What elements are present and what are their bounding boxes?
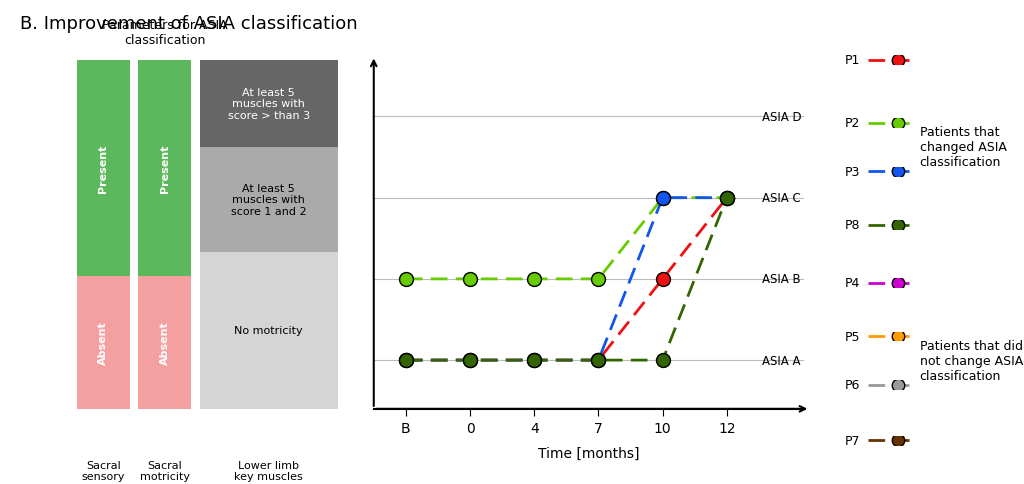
Text: Lower limb
key muscles: Lower limb key muscles [234,460,303,482]
Text: P7: P7 [845,434,860,447]
Text: At least 5
muscles with
score 1 and 2: At least 5 muscles with score 1 and 2 [231,183,306,216]
Bar [200,60,338,148]
Text: P5: P5 [845,330,860,343]
Text: Present: Present [98,144,109,193]
Text: No motricity: No motricity [234,326,303,335]
Text: Parameters for ASIA
classification: Parameters for ASIA classification [102,19,227,47]
Text: P1: P1 [845,54,860,67]
Bar [138,276,191,409]
Text: P3: P3 [845,166,860,178]
Text: Absent: Absent [160,321,170,364]
Text: P2: P2 [845,117,860,130]
Bar [200,148,338,252]
Bar [77,276,130,409]
Text: P6: P6 [845,378,860,391]
Text: Absent: Absent [98,321,109,364]
Bar [138,60,191,276]
Text: ASIA D: ASIA D [762,111,802,124]
Text: Sacral
motricity: Sacral motricity [140,460,189,482]
Text: ASIA A: ASIA A [762,354,801,367]
Text: Sacral
sensory: Sacral sensory [82,460,125,482]
Text: P8: P8 [845,219,860,231]
Text: P4: P4 [845,277,860,289]
Text: Patients that
changed ASIA
classification: Patients that changed ASIA classificatio… [920,126,1007,169]
Bar [77,60,130,276]
Text: Patients that did
not change ASIA
classification: Patients that did not change ASIA classi… [920,339,1023,382]
Bar [200,252,338,409]
X-axis label: Time [months]: Time [months] [538,446,640,460]
Text: B. Improvement of ASIA classification: B. Improvement of ASIA classification [20,15,358,32]
Text: ASIA C: ASIA C [762,192,801,205]
Text: At least 5
muscles with
score > than 3: At least 5 muscles with score > than 3 [227,88,310,121]
Text: Present: Present [160,144,170,193]
Text: ASIA B: ASIA B [762,273,801,286]
